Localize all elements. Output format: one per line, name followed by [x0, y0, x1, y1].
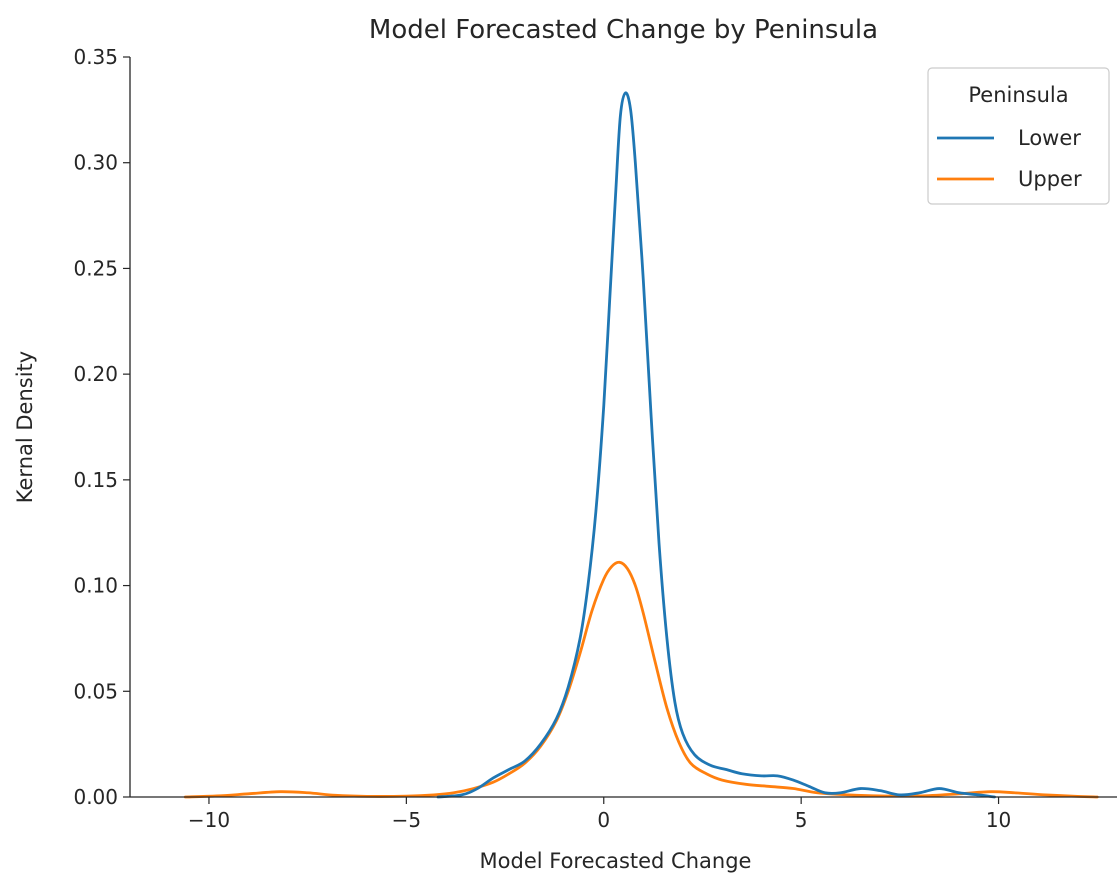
series-line-upper	[183, 560, 1099, 799]
x-tick-label: 5	[795, 808, 808, 832]
y-tick-label: 0.25	[73, 256, 118, 280]
x-tick-label: 0	[597, 808, 610, 832]
y-tick-label: 0.30	[73, 151, 118, 175]
legend: Peninsula Lower Upper	[927, 67, 1110, 205]
x-axis-label: Model Forecasted Change	[480, 849, 752, 873]
y-tick-label: 0.00	[73, 785, 118, 809]
x-tick-label: −10	[188, 808, 230, 832]
chart-title: Model Forecasted Change by Peninsula	[369, 15, 878, 45]
legend-title: Peninsula	[968, 83, 1068, 107]
y-axis: 0.00 0.05 0.10 0.15 0.20 0.25 0.30 0.35	[73, 45, 131, 809]
y-axis-label: Kernal Density	[13, 351, 37, 503]
y-tick-label: 0.15	[73, 468, 118, 492]
y-tick-label: 0.35	[73, 45, 118, 69]
legend-label-lower: Lower	[1018, 126, 1081, 150]
y-tick-label: 0.05	[73, 679, 118, 703]
legend-label-upper: Upper	[1018, 167, 1082, 191]
y-tick-label: 0.10	[73, 574, 118, 598]
plot-area	[183, 91, 1099, 799]
x-axis: −10 −5 0 5 10	[130, 796, 1117, 832]
legend-box	[927, 67, 1110, 205]
series-line-lower	[436, 91, 997, 799]
x-tick-label: 10	[986, 808, 1011, 832]
y-tick-label: 0.20	[73, 362, 118, 386]
x-tick-label: −5	[392, 808, 421, 832]
